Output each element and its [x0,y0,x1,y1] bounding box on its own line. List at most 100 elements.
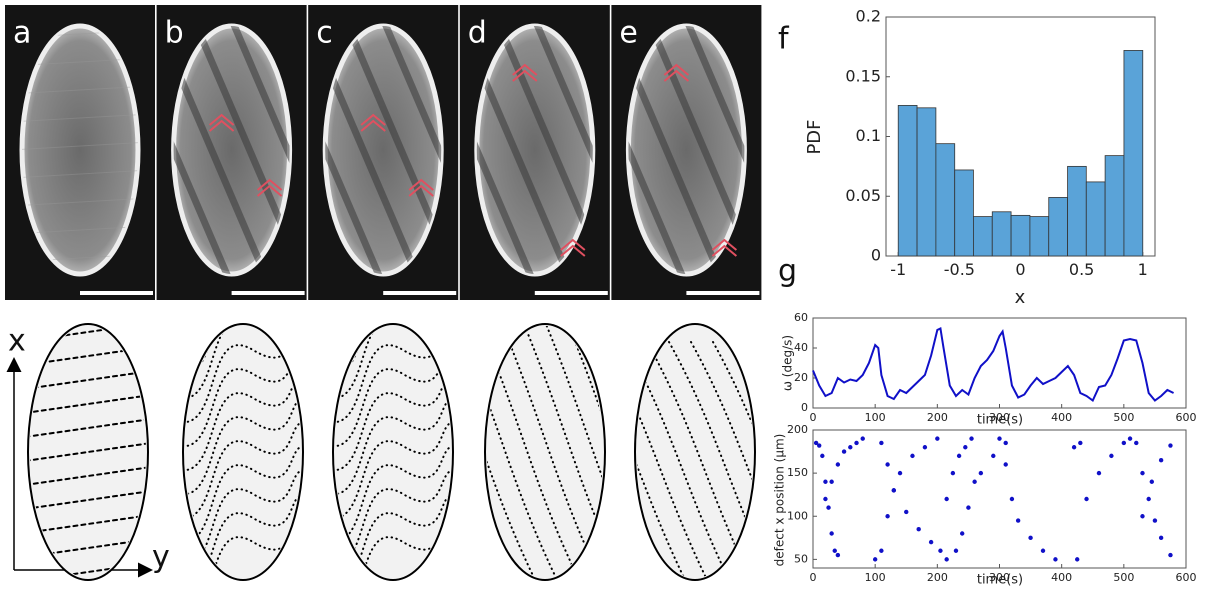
x-tick-label: 400 [1051,571,1072,584]
point [813,440,819,446]
stripe [173,26,275,274]
defect-marker [360,113,386,132]
x-tick-label: 0 [810,411,817,424]
y-tick-label: 0.05 [845,186,881,205]
x-tick-label: 600 [1176,571,1197,584]
stripe [325,26,389,274]
x-tick-label: 200 [927,411,948,424]
point [823,479,828,484]
point [938,548,943,553]
y-tick-label: 150 [787,466,808,479]
bar [1067,165,1087,257]
bar [897,105,918,257]
stripe [173,26,237,274]
x-tick-label: 300 [989,571,1010,584]
point [916,526,921,532]
point [935,436,940,441]
panel-label: d [468,16,487,51]
director-line [30,417,146,439]
stripe [476,26,541,274]
x-tick-label: 100 [865,571,886,584]
defect-marker [256,178,283,197]
point [1121,440,1127,446]
cell [322,23,444,277]
point [953,548,959,553]
stripe [375,26,442,274]
stripe [641,26,745,274]
x-tick-label: -0.5 [944,260,975,279]
y-axis-label: ω (deg/s) [781,335,795,391]
point [854,440,859,446]
sketch-cell [332,323,454,581]
sketch-cell [484,323,606,581]
stripe [186,26,290,274]
point [1003,440,1008,446]
point [1078,440,1083,446]
point [928,539,934,545]
x-tick-label: 200 [927,571,948,584]
point [991,453,996,459]
point [897,470,903,476]
y-tick-label: 0 [801,401,808,414]
point [832,548,837,553]
point [879,440,884,446]
point [823,496,828,502]
director-line [30,441,146,463]
y-tick-label: 50 [794,552,808,565]
point [835,462,841,467]
panel-label: a [13,16,31,51]
sketch-cell [634,323,756,581]
point [829,479,834,484]
point [1053,557,1058,562]
y-tick-label: 0.1 [856,126,881,145]
stripe [224,26,290,274]
defect-marker [208,113,235,132]
cell [19,23,141,277]
y-tick-label: 40 [794,341,808,354]
bar [1029,216,1050,257]
cell [171,23,293,277]
cell [474,23,596,277]
point [835,552,841,558]
director-line [30,489,146,511]
x-tick-label: 600 [1176,411,1197,424]
y-axis-label: PDF [804,119,825,154]
sketch-axis-label: x [8,324,26,359]
stripe [679,26,745,274]
point [1158,535,1164,541]
panel-label: f [778,22,790,57]
bar [1010,214,1031,257]
point [1075,557,1080,562]
defect-marker [711,238,738,257]
point [969,436,974,441]
bar [935,143,956,257]
point [1127,436,1133,441]
director-line [30,465,146,487]
defect-marker [408,178,434,197]
bar [991,211,1012,257]
micrographs: a b c d e [5,5,762,300]
stripe [22,197,138,207]
defect-marker [512,63,538,82]
bar [1085,181,1106,257]
point [1146,496,1151,502]
point [826,505,831,510]
point [1140,514,1145,519]
stripe [489,26,593,274]
stripe [337,26,442,274]
panel-label: g [778,254,797,289]
point [944,496,949,502]
point [1040,548,1046,553]
y-tick-label: 100 [787,509,808,522]
point [1003,462,1008,467]
point [891,488,897,493]
point [1134,440,1139,446]
plot-frame [812,317,1187,409]
point [997,436,1002,441]
x-axis-label: time(s) [977,413,1023,428]
plot-frame [812,429,1187,569]
x-tick-label: 500 [1113,571,1134,584]
point [1149,479,1155,484]
